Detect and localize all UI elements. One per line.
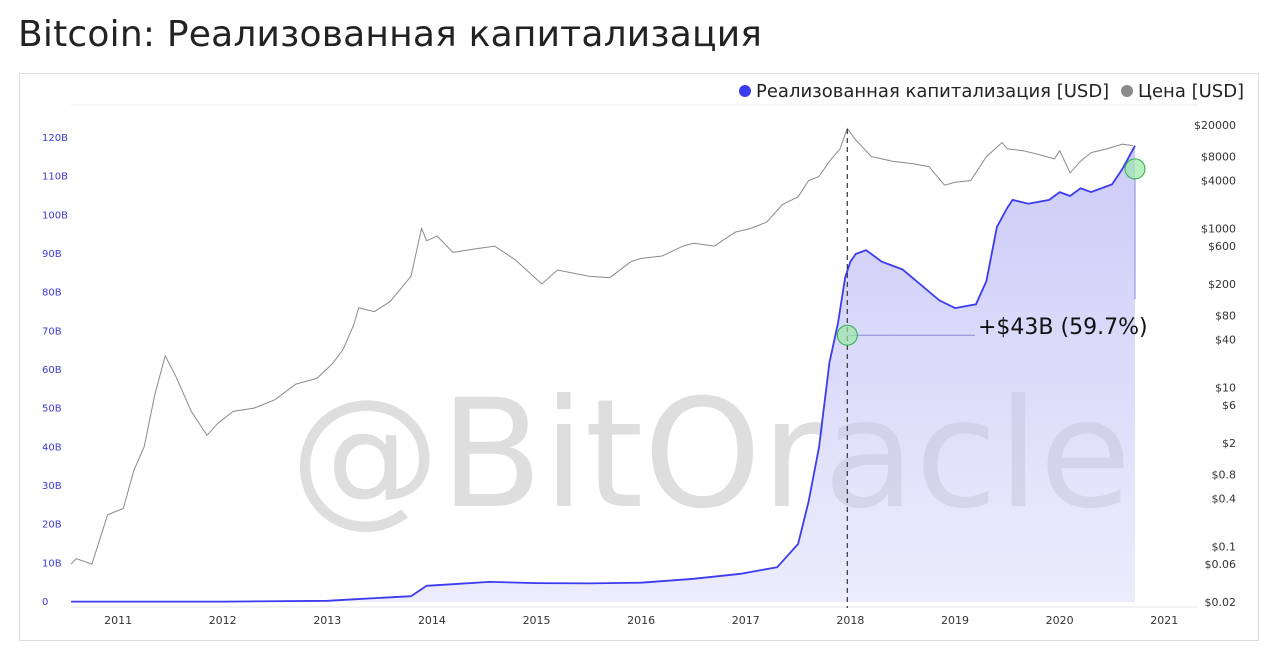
end-marker bbox=[1124, 158, 1146, 180]
realized-area-group bbox=[71, 145, 1135, 602]
x-tick-label: 2016 bbox=[627, 614, 655, 627]
y-left-tick-label: 20B bbox=[42, 520, 62, 531]
x-tick-label: 2011 bbox=[104, 614, 132, 627]
y-right-tick-label: $4000 bbox=[1201, 175, 1236, 188]
x-tick-label: 2020 bbox=[1046, 614, 1074, 627]
start-marker bbox=[836, 324, 858, 346]
y-left-tick-label: 10B bbox=[42, 558, 62, 569]
page-title: Bitcoin: Реализованная капитализация bbox=[18, 14, 763, 55]
y-right-tick-label: $20000 bbox=[1194, 119, 1236, 132]
y-left-tick-label: 110B bbox=[42, 172, 68, 183]
x-tick-label: 2015 bbox=[523, 614, 551, 627]
x-tick-label: 2014 bbox=[418, 614, 446, 627]
y-right-tick-label: $0.1 bbox=[1212, 540, 1237, 553]
y-right-tick-label: $8000 bbox=[1201, 151, 1236, 164]
y-right-tick-label: $10 bbox=[1215, 381, 1236, 394]
y-left-tick-label: 60B bbox=[42, 365, 62, 376]
price-line bbox=[70, 127, 1133, 565]
annotations-group: +$43B (59.7%) bbox=[836, 129, 1148, 608]
x-tick-label: 2021 bbox=[1150, 614, 1178, 627]
y-right-tick-label: $600 bbox=[1208, 240, 1236, 253]
legend-label-realized: Реализованная капитализация [USD] bbox=[756, 81, 1109, 102]
legend-label-price: Цена [USD] bbox=[1138, 81, 1244, 102]
x-tick-label: 2012 bbox=[209, 614, 237, 627]
realized-cap-area bbox=[71, 145, 1135, 602]
y-right-tick-label: $0.8 bbox=[1212, 469, 1237, 482]
y-right-tick-label: $0.06 bbox=[1205, 558, 1237, 571]
legend-marker-price bbox=[1121, 85, 1133, 97]
y-left-tick-label: 70B bbox=[42, 326, 62, 337]
legend-marker-realized bbox=[739, 85, 751, 97]
y-right-tick-label: $80 bbox=[1215, 310, 1236, 323]
realized-line-group bbox=[71, 145, 1136, 603]
y-left-tick-label: 90B bbox=[42, 249, 62, 260]
y-right-tick-label: $0.02 bbox=[1205, 596, 1237, 609]
chart-frame: @BitOracle +$43B (59.7%) 2011 2012 2013 201… bbox=[19, 73, 1259, 641]
chart-svg: @BitOracle +$43B (59.7%) 2011 2012 2013 201… bbox=[42, 81, 1244, 627]
x-tick-label: 2013 bbox=[313, 614, 341, 627]
y-left-tick-label: 50B bbox=[42, 404, 62, 415]
y-right-tick-label: $2 bbox=[1222, 437, 1236, 450]
y-left-tick-label: 40B bbox=[42, 442, 62, 453]
y-right-tick-label: $200 bbox=[1208, 278, 1236, 291]
price-line-group bbox=[70, 127, 1133, 565]
y-right-tick-label: $40 bbox=[1215, 334, 1236, 347]
axis-ticks-group: 2011 2012 2013 2014 2015 2016 2017 2018 2019 2020… bbox=[42, 119, 1236, 627]
delta-label: +$43B (59.7%) bbox=[978, 315, 1148, 340]
y-right-tick-label: $0.4 bbox=[1212, 493, 1237, 506]
y-left-tick-label: 0 bbox=[42, 597, 48, 608]
realized-cap-line bbox=[71, 145, 1136, 603]
y-left-tick-label: 30B bbox=[42, 481, 62, 492]
y-left-tick-label: 80B bbox=[42, 288, 62, 299]
y-left-tick-label: 120B bbox=[42, 133, 68, 144]
legend: Реализованная капитализация [USD] Цена [U… bbox=[739, 81, 1244, 102]
y-right-tick-label: $1000 bbox=[1201, 222, 1236, 235]
x-tick-label: 2018 bbox=[836, 614, 864, 627]
y-left-tick-label: 100B bbox=[42, 210, 68, 221]
x-tick-label: 2017 bbox=[732, 614, 760, 627]
y-right-tick-label: $6 bbox=[1222, 399, 1236, 412]
x-tick-label: 2019 bbox=[941, 614, 969, 627]
